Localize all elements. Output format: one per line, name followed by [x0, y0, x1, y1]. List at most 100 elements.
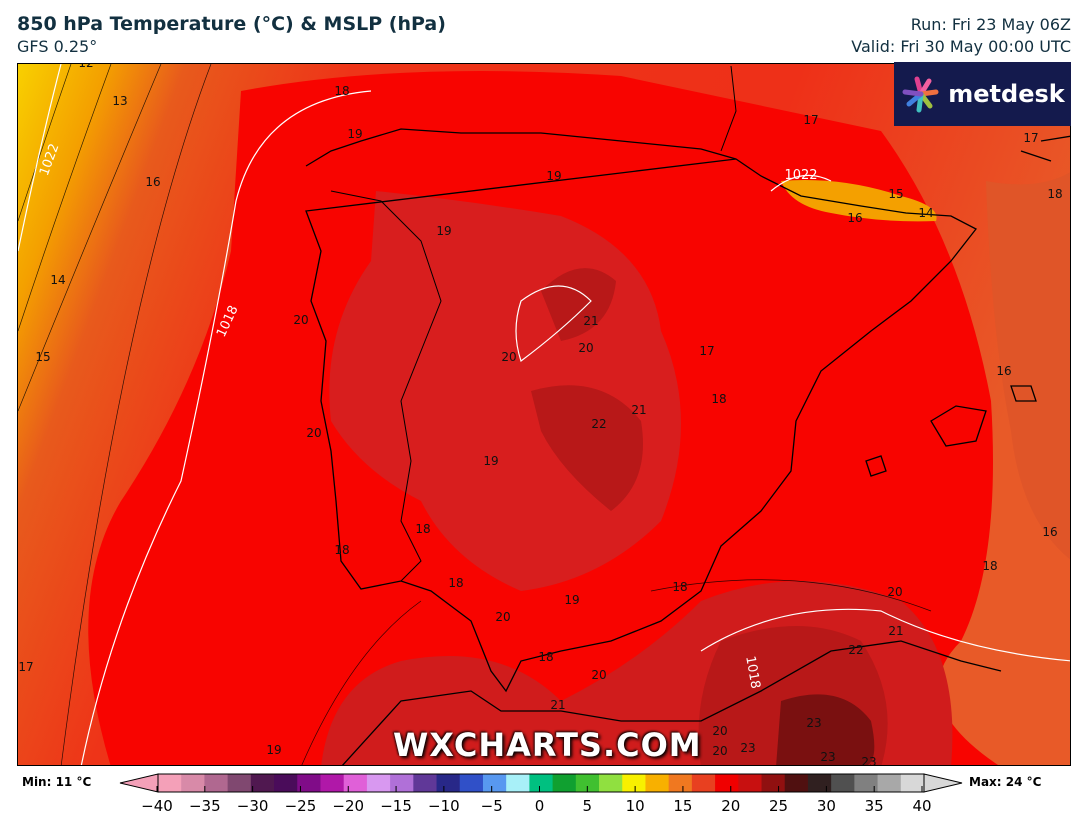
colorbar-segment	[831, 774, 855, 792]
isobar-label: 1022	[784, 168, 817, 183]
colorbar-tick-label: 5	[582, 797, 593, 815]
colorbar-tick-label: 35	[864, 797, 884, 815]
colorbar-segment	[761, 774, 786, 792]
temperature-label: 18	[448, 576, 463, 590]
colorbar-segment	[784, 774, 809, 792]
colorbar-segment	[390, 774, 414, 792]
warm-zone-21	[531, 268, 888, 765]
colorbar-segment	[366, 774, 391, 792]
colorbar-segment	[436, 774, 461, 792]
colorbar-tick-label: −40	[141, 797, 173, 815]
colorbar-segment	[645, 774, 670, 792]
temperature-label: 23	[740, 741, 755, 755]
colorbar-segment	[506, 774, 530, 792]
colorbar-segment	[482, 774, 507, 792]
colorbar-segment	[529, 774, 554, 792]
temperature-label: 18	[1047, 187, 1062, 201]
colorbar-segment	[204, 774, 229, 792]
colorbar	[119, 773, 963, 793]
temperature-label: 18	[672, 580, 687, 594]
temperature-label: 16	[996, 364, 1011, 378]
valid-time: Valid: Fri 30 May 00:00 UTC	[851, 37, 1071, 56]
colorbar-segment	[691, 774, 716, 792]
north-africa-coastline	[341, 640, 1002, 765]
colorbar-segment	[227, 774, 252, 792]
colorbar-tick-label: −15	[380, 797, 412, 815]
temperature-label: 15	[35, 350, 50, 364]
min-label: Min: 11 °C	[22, 775, 92, 789]
colorbar-segment	[575, 774, 600, 792]
colorbar-segment	[413, 774, 438, 792]
temperature-label: 16	[1042, 525, 1057, 539]
colorbar-segment	[900, 774, 925, 792]
temperature-label: 18	[982, 559, 997, 573]
colorbar-segment	[622, 774, 646, 792]
chart-title: 850 hPa Temperature (°C) & MSLP (hPa)	[17, 13, 446, 35]
temperature-label: 17	[1023, 131, 1038, 145]
temperature-label: 21	[888, 624, 903, 638]
colorbar-segment	[181, 774, 205, 792]
temperature-label: 15	[888, 187, 903, 201]
colorbar-tick-label: −30	[236, 797, 269, 815]
coastlines	[305, 65, 1070, 765]
colorbar-segment	[854, 774, 879, 792]
colorbar-tick-label: −35	[188, 797, 221, 815]
colorbar-segment	[459, 774, 484, 792]
colorbar-tick-label: −20	[332, 797, 365, 815]
temperature-label: 20	[712, 724, 727, 738]
temperature-label: 20	[591, 668, 606, 682]
metdesk-logo: metdesk	[894, 62, 1071, 126]
isotherms	[18, 64, 932, 765]
colorbar-tick-label: 30	[816, 797, 836, 815]
warm-zone-23	[776, 694, 875, 765]
isobars	[18, 64, 1070, 765]
colorbar-tick-label: 40	[912, 797, 932, 815]
colorbar-segment	[297, 774, 321, 792]
temperature-label: 21	[550, 698, 565, 712]
temperature-label: 19	[546, 169, 561, 183]
temperature-label: 22	[591, 417, 606, 431]
temperature-label: 19	[347, 127, 362, 141]
colorbar-max-arrow	[923, 773, 963, 793]
colorbar-segment	[807, 774, 832, 792]
temperature-label: 19	[266, 743, 281, 757]
colorbar-tick-label: −10	[428, 797, 460, 815]
colorbar-tick-label: 10	[625, 797, 645, 815]
temperature-label: 17	[803, 113, 818, 127]
temperature-label: 18	[538, 650, 553, 664]
weather-map[interactable]: 12 13 16 14 15 17 19 18 19 19 19 20 20 21 20 20 21 22 19 18…	[17, 63, 1071, 766]
temperature-label: 20	[293, 313, 308, 327]
temperature-label: 14	[918, 206, 933, 220]
temperature-label: 21	[631, 403, 646, 417]
temperature-label: 16	[145, 175, 160, 189]
temperature-label: 17	[699, 344, 714, 358]
colorbar-segment	[668, 774, 693, 792]
temperature-label: 18	[334, 543, 349, 557]
temperature-label: 18	[415, 522, 430, 536]
model-label: GFS 0.25°	[17, 37, 98, 56]
colorbar-segment	[738, 774, 763, 792]
colorbar-segment	[599, 774, 623, 792]
temperature-label: 20	[306, 426, 321, 440]
balearic-islands	[865, 385, 1037, 477]
temperature-label: 19	[436, 224, 451, 238]
watermark: WXCHARTS.COM	[393, 726, 702, 764]
metdesk-flower-icon	[902, 76, 939, 113]
temperature-label: 19	[483, 454, 498, 468]
colorbar-tick-label: 20	[721, 797, 741, 815]
temperature-label: 18	[334, 84, 349, 98]
temperature-label: 23	[820, 750, 835, 764]
colorbar-tick-label: −25	[284, 797, 317, 815]
colorbar-tick-label: −5	[480, 797, 503, 815]
temperature-label: 13	[112, 94, 127, 108]
temperature-label: 20	[501, 350, 516, 364]
iberia-coastline	[305, 128, 977, 693]
temperature-label: 16	[847, 211, 862, 225]
colorbar-segment	[343, 774, 368, 792]
map-canvas: 12 13 16 14 15 17 19 18 19 19 19 20 20 21 20 20 21 22 19 18…	[18, 64, 1070, 765]
temperature-label: 22	[848, 643, 863, 657]
temperature-label: 12	[78, 64, 93, 70]
temperature-label: 18	[711, 392, 726, 406]
logo-text: metdesk	[948, 80, 1065, 108]
temperature-label: 20	[712, 744, 727, 758]
